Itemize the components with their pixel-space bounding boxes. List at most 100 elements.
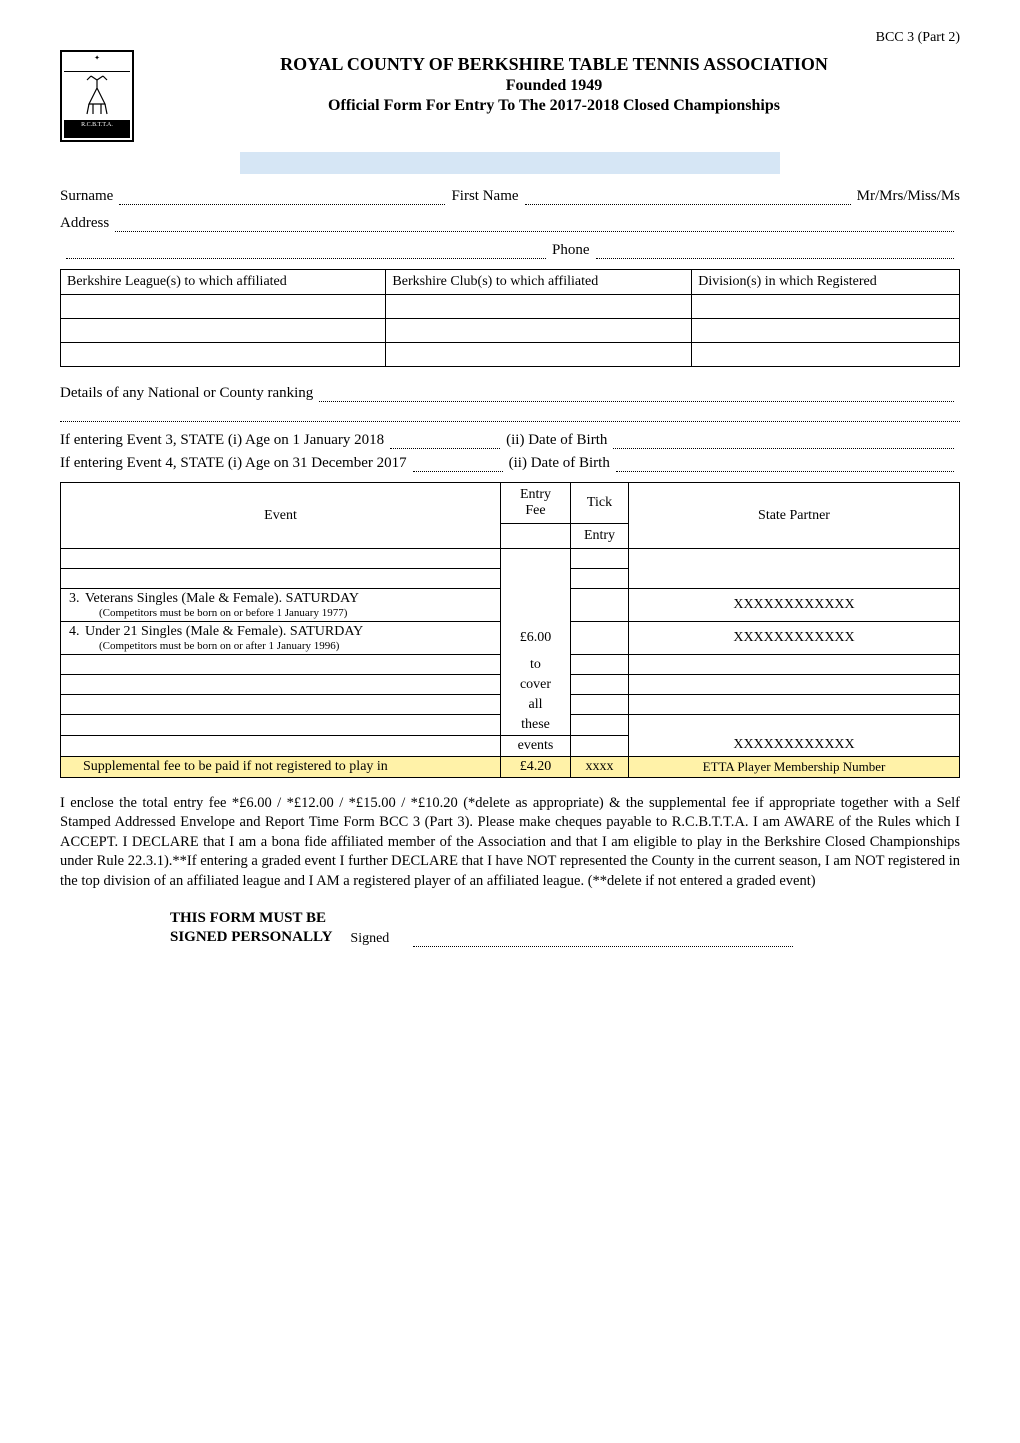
event4-label: If entering Event 4, STATE (i) Age on 31… xyxy=(60,455,407,472)
address-label: Address xyxy=(60,215,109,232)
tick-cell[interactable] xyxy=(571,715,629,736)
event4-line: If entering Event 4, STATE (i) Age on 31… xyxy=(60,455,960,472)
table-row: Berkshire League(s) to which affiliated … xyxy=(61,270,960,295)
declaration-paragraph: I enclose the total entry fee *£6.00 / *… xyxy=(60,794,960,892)
tick-cell[interactable] xyxy=(571,655,629,675)
partner-x: XXXXXXXXXXXX xyxy=(629,589,960,622)
event3-line: If entering Event 3, STATE (i) Age on 1 … xyxy=(60,432,960,449)
name-row: Surname First Name Mr/Mrs/Miss/Ms xyxy=(60,188,960,205)
fee-text-1: to xyxy=(501,655,571,675)
events-header-fee-top: Entry Fee xyxy=(501,483,571,524)
affiliation-cell[interactable] xyxy=(386,295,692,319)
tick-cell[interactable] xyxy=(571,735,629,756)
tick-cell[interactable] xyxy=(571,695,629,715)
fee-label-top: Entry xyxy=(520,487,551,502)
surname-label: Surname xyxy=(60,188,113,205)
phone-label: Phone xyxy=(552,242,590,259)
surname-input[interactable] xyxy=(119,189,445,205)
event3-label: If entering Event 3, STATE (i) Age on 1 … xyxy=(60,432,384,449)
event-title: Under 21 Singles (Male & Female). SATURD… xyxy=(85,624,363,639)
event4-age-input[interactable] xyxy=(413,456,503,472)
event4-dob-label: (ii) Date of Birth xyxy=(509,455,610,472)
event-number: 3. xyxy=(69,591,80,607)
supplemental-fee: £4.20 xyxy=(501,756,571,777)
event-title: Veterans Singles (Male & Female). SATURD… xyxy=(85,591,359,606)
partner-input[interactable] xyxy=(629,695,960,715)
affiliation-cell[interactable] xyxy=(692,343,960,367)
supplemental-row: Supplemental fee to be paid if not regis… xyxy=(61,756,960,777)
affiliation-cell[interactable] xyxy=(386,343,692,367)
signature-input[interactable] xyxy=(413,931,793,947)
signature-instruction: THIS FORM MUST BE SIGNED PERSONALLY xyxy=(170,909,332,947)
affiliation-cell[interactable] xyxy=(61,295,386,319)
fee-text-4: these xyxy=(501,715,571,736)
supplemental-label: Supplemental fee to be paid if not regis… xyxy=(61,756,501,777)
firstname-input[interactable] xyxy=(525,189,851,205)
header: ✦ R.C.B.T.T.A. ROYAL COUNTY OF BERKSHIRE… xyxy=(60,50,960,142)
national-ranking-label: Details of any National or County rankin… xyxy=(60,385,313,402)
title-label: Mr/Mrs/Miss/Ms xyxy=(857,188,960,205)
table-row: events XXXXXXXXXXXX xyxy=(61,735,960,756)
logo-bottom-text: R.C.B.T.T.A. xyxy=(64,120,130,138)
event3-dob-input[interactable] xyxy=(613,433,954,449)
table-row xyxy=(61,549,960,569)
events-table: Event Entry Fee Tick State Partner Entry… xyxy=(60,482,960,778)
events-header-partner: State Partner xyxy=(629,483,960,549)
affiliation-cell[interactable] xyxy=(386,319,692,343)
header-titles: ROYAL COUNTY OF BERKSHIRE TABLE TENNIS A… xyxy=(148,50,960,115)
event-blank xyxy=(61,569,501,589)
tick-cell[interactable] xyxy=(571,569,629,589)
affiliation-header-club: Berkshire Club(s) to which affiliated xyxy=(386,270,692,295)
tick-cell[interactable] xyxy=(571,589,629,622)
affiliation-cell[interactable] xyxy=(692,295,960,319)
affiliation-table: Berkshire League(s) to which affiliated … xyxy=(60,269,960,367)
event-subtitle: (Competitors must be born on or before 1… xyxy=(67,607,494,619)
phone-input[interactable] xyxy=(596,243,955,259)
affiliation-cell[interactable] xyxy=(692,319,960,343)
instruction-bar xyxy=(240,152,780,174)
event-blank xyxy=(61,655,501,675)
event-subtitle: (Competitors must be born on or after 1 … xyxy=(67,640,494,652)
affiliation-cell[interactable] xyxy=(61,343,386,367)
national-ranking-input[interactable] xyxy=(319,386,954,402)
fee-text-0: £6.00 xyxy=(501,622,571,655)
signature-line1: THIS FORM MUST BE xyxy=(170,910,326,926)
table-row xyxy=(61,295,960,319)
title-line-3: Official Form For Entry To The 2017-2018… xyxy=(148,97,960,115)
partner-input[interactable] xyxy=(629,655,960,675)
supplemental-membership: ETTA Player Membership Number xyxy=(629,756,960,777)
logo-top-decoration: ✦ xyxy=(64,54,130,72)
signature-line2: SIGNED PERSONALLY xyxy=(170,929,332,945)
national-ranking-input-2[interactable] xyxy=(60,408,960,422)
partner-input[interactable] xyxy=(629,675,960,695)
table-row xyxy=(61,343,960,367)
fee-label-bot: Fee xyxy=(525,503,545,518)
logo-stag-icon xyxy=(64,72,130,120)
event3-age-input[interactable] xyxy=(390,433,500,449)
fee-text-3: all xyxy=(501,695,571,715)
signature-block: THIS FORM MUST BE SIGNED PERSONALLY Sign… xyxy=(170,909,960,947)
signed-label: Signed xyxy=(350,931,389,947)
tick-cell[interactable] xyxy=(571,622,629,655)
national-ranking-line: Details of any National or County rankin… xyxy=(60,385,960,402)
table-row xyxy=(61,319,960,343)
tick-cell[interactable] xyxy=(571,549,629,569)
page-ref: BCC 3 (Part 2) xyxy=(60,30,960,46)
title-line-2: Founded 1949 xyxy=(148,77,960,95)
address-input-2[interactable] xyxy=(66,243,546,259)
partner-blank xyxy=(629,549,960,589)
address-input[interactable] xyxy=(115,216,954,232)
partner-blank xyxy=(629,715,960,736)
table-row: to xyxy=(61,655,960,675)
events-header-entry: Entry xyxy=(571,524,629,549)
event-blank xyxy=(61,675,501,695)
event4-dob-input[interactable] xyxy=(616,456,954,472)
partner-x-bottom: XXXXXXXXXXXX xyxy=(629,735,960,756)
address-row: Address xyxy=(60,215,960,232)
table-row: cover xyxy=(61,675,960,695)
affiliation-cell[interactable] xyxy=(61,319,386,343)
event-3: 3. Veterans Singles (Male & Female). SATU… xyxy=(61,589,501,622)
affiliation-header-league: Berkshire League(s) to which affiliated xyxy=(61,270,386,295)
event-blank xyxy=(61,549,501,569)
tick-cell[interactable] xyxy=(571,675,629,695)
